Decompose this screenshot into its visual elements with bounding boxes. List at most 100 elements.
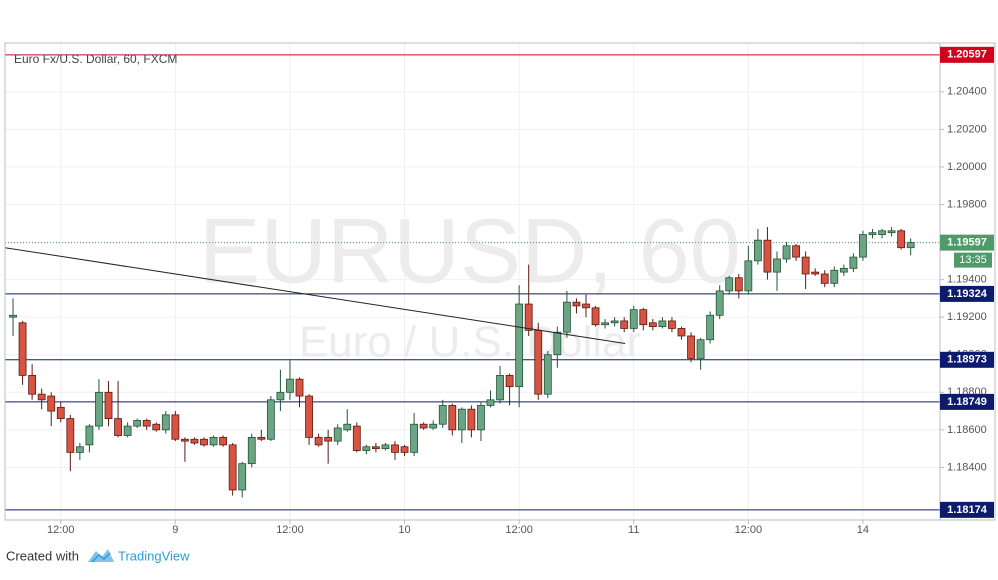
last-price-label: 1.19597 [947, 237, 987, 249]
candle-body [849, 256, 858, 269]
candle-body [104, 391, 113, 419]
candle-body [400, 446, 409, 453]
candle-body [620, 320, 629, 329]
level-label-box [940, 351, 994, 368]
candle-body [734, 277, 743, 292]
candle-body [887, 230, 896, 234]
candle-body [305, 395, 313, 438]
candle-body [448, 405, 457, 431]
level-label: 1.18749 [947, 396, 987, 408]
candle-body [524, 303, 533, 331]
candle-body [123, 425, 132, 436]
logo-line [91, 552, 111, 563]
candle-body [878, 230, 886, 235]
y-tick-label: 1.20000 [947, 161, 987, 173]
candle-body [753, 239, 762, 262]
x-tick-label: 12:00 [276, 524, 304, 536]
candle-body [677, 328, 686, 337]
candle-body [648, 322, 657, 327]
trend-line [5, 247, 626, 344]
candle-body [610, 320, 619, 324]
candle-body [56, 406, 65, 419]
candle-body [257, 436, 266, 440]
candle-body [801, 256, 810, 275]
candle-body [133, 420, 142, 427]
candle-body [457, 408, 466, 431]
y-tick-label: 1.18600 [947, 424, 987, 436]
x-tick-label: 12:00 [505, 524, 533, 536]
candle-body [286, 378, 294, 393]
candle-body [66, 418, 75, 453]
candle-body [792, 245, 800, 258]
candle-body [839, 267, 848, 273]
candle-body [247, 436, 256, 465]
candle-body [543, 354, 552, 395]
candle-body [687, 335, 695, 359]
candle-body [467, 408, 476, 431]
candle-body [276, 391, 285, 401]
tradingview-logo [88, 549, 114, 563]
candle-body [562, 301, 571, 333]
candle-body [763, 239, 772, 273]
level-label: 1.18973 [947, 354, 987, 366]
y-tick-label: 1.19200 [947, 311, 987, 323]
candle-body [486, 399, 495, 406]
watermark: EURUSD, 60 [199, 200, 741, 302]
candle-body [419, 423, 428, 429]
candle-body [333, 427, 342, 442]
candle-body [37, 393, 46, 401]
candle-body [238, 463, 247, 491]
candle-body [295, 378, 304, 397]
candle-body [95, 391, 103, 427]
candle-body [28, 374, 37, 395]
x-tick-label: 12:00 [47, 524, 75, 536]
candle-body [868, 232, 877, 235]
candle-body [897, 230, 906, 249]
candle-body [381, 444, 390, 450]
candle-body [629, 309, 638, 329]
candle-body [725, 277, 734, 292]
candle-body [906, 242, 915, 249]
candle-body [744, 260, 753, 292]
candle-body [830, 269, 839, 284]
candle-body [314, 436, 323, 446]
candle-body [782, 245, 791, 260]
candle-body [228, 444, 237, 491]
grid [5, 43, 940, 520]
level-label: 1.19324 [947, 288, 988, 300]
candle-body [352, 425, 361, 451]
candle-body [343, 423, 352, 431]
candle-body [505, 374, 514, 388]
candle-body [715, 290, 724, 316]
candle-body [114, 418, 122, 436]
candle-body [773, 258, 781, 273]
candle-body [639, 309, 648, 326]
candle-body [18, 322, 27, 376]
candle-body [572, 301, 581, 307]
candle-body [219, 436, 228, 446]
chart-title: Euro Fx/U.S. Dollar, 60, FXCM [14, 52, 177, 66]
countdown-label: 13:35 [959, 254, 987, 266]
candle-body [190, 438, 199, 444]
x-tick-label: 14 [857, 524, 869, 536]
candle-body [85, 425, 94, 446]
footer-brand: TradingView [118, 548, 190, 563]
x-tick-label: 10 [398, 524, 410, 536]
level-label-box [940, 46, 994, 63]
candle-body [534, 329, 543, 395]
candle-body [47, 395, 56, 412]
candle-body [429, 423, 438, 429]
candle-body [181, 438, 189, 442]
y-tick-label: 1.18400 [947, 461, 987, 473]
candle-body [582, 303, 590, 309]
candle-body [362, 446, 371, 451]
last-price-box [940, 234, 994, 251]
candle-body [515, 303, 524, 388]
countdown-box [954, 252, 992, 268]
chart-frame [4, 42, 996, 521]
candle-body [209, 436, 218, 446]
price-labels: 1.20597 1.19324 1.18973 1.18749 1.18174 1.195… [940, 46, 994, 518]
candle-body [811, 271, 820, 275]
candle-body [859, 234, 867, 258]
